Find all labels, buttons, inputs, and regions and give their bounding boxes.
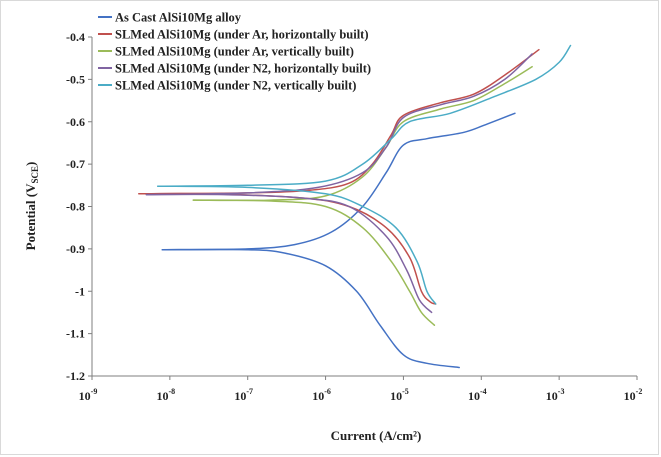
legend-label: SLMed AlSi10Mg (under N2, vertically bui… bbox=[115, 79, 356, 93]
x-tick-label-base: 10 bbox=[468, 389, 480, 403]
x-tick-label-exponent: -4 bbox=[480, 387, 487, 396]
y-tick-label: -0.8 bbox=[66, 200, 85, 214]
y-tick-label: -0.9 bbox=[66, 242, 85, 256]
series-4 bbox=[145, 53, 533, 314]
series-curves bbox=[138, 44, 572, 369]
y-tick-label: -1.1 bbox=[66, 327, 85, 341]
series-3 bbox=[192, 65, 533, 326]
x-tick-label-base: 10 bbox=[79, 389, 91, 403]
series-4-cathodic-branch bbox=[145, 193, 433, 314]
x-tick-label-exponent: -5 bbox=[402, 387, 409, 396]
x-tick-label: 10-7 bbox=[234, 387, 253, 403]
legend-item: SLMed AlSi10Mg (under N2, vertically bui… bbox=[98, 79, 356, 93]
y-axis-title-close: ) bbox=[23, 162, 38, 166]
x-tick-label-exponent: -2 bbox=[636, 387, 643, 396]
legend-label: SLMed AlSi10Mg (under Ar, vertically bui… bbox=[115, 45, 354, 59]
x-tick-label-base: 10 bbox=[546, 389, 558, 403]
series-5 bbox=[157, 44, 572, 305]
x-tick-label-base: 10 bbox=[234, 389, 246, 403]
y-tick-label: -1 bbox=[75, 284, 85, 298]
x-tick-label-exponent: -9 bbox=[91, 387, 98, 396]
legend-item: As Cast AlSi10Mg alloy bbox=[98, 11, 242, 25]
series-3-cathodic-branch bbox=[192, 199, 436, 326]
x-tick-label: 10-3 bbox=[546, 387, 565, 403]
y-tick-label: -0.6 bbox=[66, 115, 85, 129]
series-5-anodic-branch bbox=[157, 44, 572, 187]
y-axis-title-main: Potential (V bbox=[23, 183, 38, 250]
x-tick-label: 10-2 bbox=[624, 387, 643, 403]
x-tick-label: 10-6 bbox=[312, 387, 331, 403]
x-tick-label-base: 10 bbox=[312, 389, 324, 403]
x-tick-label-exponent: -6 bbox=[324, 387, 331, 396]
series-5-cathodic-branch bbox=[157, 185, 437, 305]
y-tick-label: -1.2 bbox=[66, 369, 85, 383]
series-1-anodic-branch bbox=[161, 112, 516, 251]
legend-label: SLMed AlSi10Mg (under Ar, horizontally b… bbox=[115, 28, 369, 42]
x-tick-label: 10-5 bbox=[390, 387, 409, 403]
x-axis-title: Current (A/cm²) bbox=[331, 428, 422, 443]
series-2-anodic-branch bbox=[138, 48, 540, 195]
x-tick-label: 10-9 bbox=[79, 387, 98, 403]
series-1-cathodic-branch bbox=[161, 248, 460, 369]
x-tick-label: 10-8 bbox=[157, 387, 176, 403]
x-tick-label-base: 10 bbox=[624, 389, 636, 403]
legend: As Cast AlSi10Mg alloy SLMed AlSi10Mg (un… bbox=[98, 11, 371, 93]
legend-item: SLMed AlSi10Mg (under Ar, horizontally b… bbox=[98, 28, 369, 42]
x-tick-label-exponent: -3 bbox=[558, 387, 565, 396]
y-tick-label: -0.7 bbox=[66, 157, 85, 171]
x-tick-label-exponent: -8 bbox=[169, 387, 176, 396]
x-tick-label-base: 10 bbox=[390, 389, 402, 403]
x-tick-label-base: 10 bbox=[157, 389, 169, 403]
legend-item: SLMed AlSi10Mg (under Ar, vertically bui… bbox=[98, 45, 354, 59]
x-tick-label-exponent: -7 bbox=[246, 387, 253, 396]
x-tick-label: 10-4 bbox=[468, 387, 487, 403]
series-1 bbox=[161, 112, 516, 369]
legend-label: As Cast AlSi10Mg alloy bbox=[115, 11, 242, 25]
y-tick-label: -0.4 bbox=[66, 30, 85, 44]
legend-label: SLMed AlSi10Mg (under N2, horizontally b… bbox=[115, 62, 371, 76]
legend-item: SLMed AlSi10Mg (under N2, horizontally b… bbox=[98, 62, 371, 76]
y-axis-title: Potential (VSCE) bbox=[23, 162, 40, 251]
y-tick-label: -0.5 bbox=[66, 72, 85, 86]
series-2-cathodic-branch bbox=[138, 192, 437, 305]
axes: -0.4-0.5-0.6-0.7-0.8-0.9-1-1.1-1.210-9 10… bbox=[66, 30, 642, 403]
y-axis-title-sub: SCE bbox=[30, 166, 40, 184]
